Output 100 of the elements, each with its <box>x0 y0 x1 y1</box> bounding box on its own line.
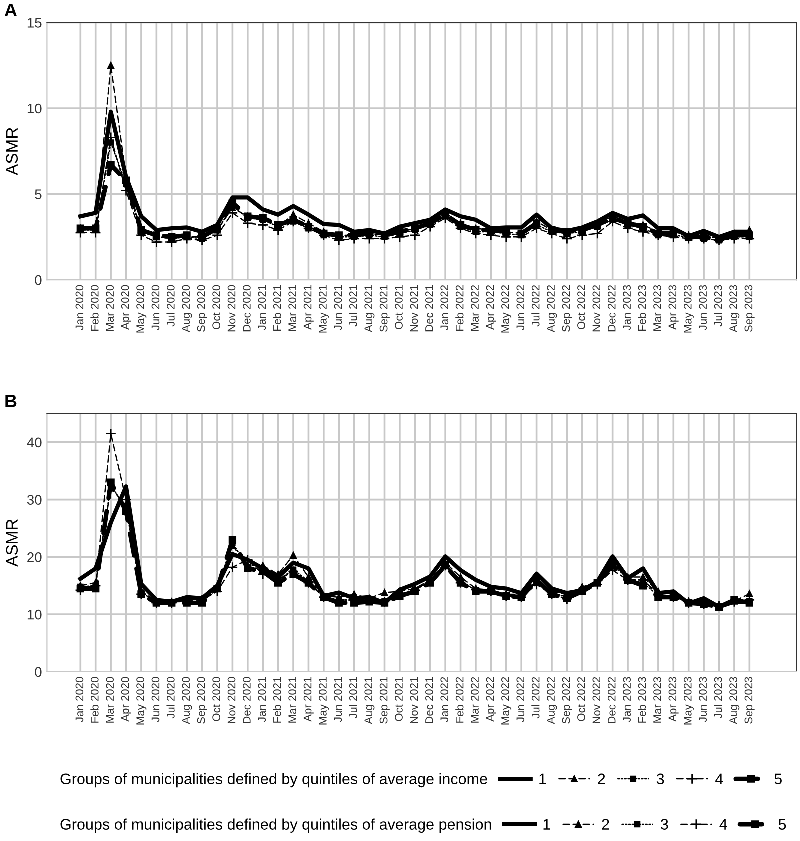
x-tick-label: Oct 2021 <box>395 285 403 330</box>
x-tick-label: Sep 2021 <box>380 285 390 332</box>
x-tick-label: Jul 2022 <box>532 677 540 719</box>
x-tick-label: Jan 2023 <box>623 677 632 722</box>
x-tick-label: Sep 2022 <box>562 677 572 724</box>
x-tick-label: Jan 2023 <box>623 285 632 330</box>
x-tick-label: Aug 2022 <box>547 677 558 724</box>
x-tick-label: Jun 2020 <box>152 285 160 330</box>
x-tick-label: May 2020 <box>136 677 147 725</box>
x-tick-label: Apr 2023 <box>668 285 679 330</box>
x-tick-label: Nov 2021 <box>410 677 418 724</box>
x-tick-label: Dec 2022 <box>608 285 616 332</box>
x-tick-label: Jul 2021 <box>349 285 358 327</box>
x-tick-label: Jul 2020 <box>166 285 175 327</box>
x-tick-label: Jun 2020 <box>152 677 160 722</box>
x-tick-label: Feb 2021 <box>273 677 282 723</box>
x-tick-label: Aug 2020 <box>182 677 192 724</box>
legend-label: 4 <box>716 774 724 784</box>
y-tick-label: 0 <box>35 275 42 286</box>
x-tick-label: Nov 2022 <box>592 285 601 332</box>
y-tick-label: 10 <box>28 104 42 114</box>
x-tick-label: Aug 2023 <box>730 677 740 724</box>
x-tick-label: Nov 2020 <box>228 677 236 724</box>
x-tick-label: May 2023 <box>684 285 694 333</box>
x-tick-label: Mar 2023 <box>654 677 662 723</box>
legend-label: 3 <box>656 774 664 785</box>
x-tick-label: Nov 2020 <box>228 285 236 332</box>
x-tick-label: Dec 2021 <box>425 677 434 724</box>
x-tick-label: Jul 2023 <box>714 677 722 719</box>
legend-label: 5 <box>774 774 782 785</box>
x-tick-label: Apr 2021 <box>304 677 314 722</box>
x-tick-label: Jul 2023 <box>714 285 722 327</box>
x-tick-label: Nov 2022 <box>592 677 601 724</box>
x-tick-label: Sep 2021 <box>380 677 390 724</box>
x-tick-label: Apr 2020 <box>121 285 132 330</box>
y-tick-label: 30 <box>27 495 42 506</box>
x-tick-label: Oct 2022 <box>578 285 586 330</box>
x-tick-label: Mar 2021 <box>288 285 296 331</box>
chart-title: A <box>4 4 18 16</box>
x-tick-label: May 2020 <box>136 285 147 333</box>
legend-label: 3 <box>661 819 668 830</box>
x-tick-label: Feb 2021 <box>273 285 282 331</box>
x-tick-label: Mar 2021 <box>288 677 296 723</box>
x-tick-label: Feb 2023 <box>638 285 646 331</box>
x-tick-label: Sep 2020 <box>197 677 208 724</box>
legend-label: 2 <box>598 774 606 784</box>
x-tick-label: Jul 2022 <box>532 285 540 327</box>
x-tick-label: Oct 2020 <box>212 677 220 722</box>
x-tick-label: Nov 2021 <box>410 285 418 332</box>
x-tick-label: Oct 2020 <box>212 285 220 330</box>
x-tick-label: Jan 2020 <box>76 285 84 330</box>
x-tick-label: May 2021 <box>319 285 330 333</box>
x-tick-label: Feb 2020 <box>90 677 99 723</box>
legend-label: 4 <box>720 819 728 830</box>
x-tick-label: Oct 2022 <box>578 677 586 722</box>
x-tick-label: Jan 2021 <box>258 677 266 722</box>
x-tick-label: Oct 2021 <box>395 677 403 722</box>
x-tick-label: Mar 2023 <box>654 285 662 331</box>
x-tick-label: Jul 2020 <box>166 677 175 719</box>
x-tick-label: Feb 2023 <box>638 677 646 723</box>
y-tick-label: 20 <box>28 552 42 562</box>
x-tick-label: Apr 2022 <box>486 285 496 330</box>
x-tick-label: May 2021 <box>319 677 330 725</box>
x-tick-label: Apr 2023 <box>668 677 679 722</box>
x-tick-label: Jul 2021 <box>349 677 358 719</box>
x-tick-label: Sep 2023 <box>744 285 755 332</box>
x-tick-label: Aug 2020 <box>182 285 192 332</box>
x-tick-label: Mar 2022 <box>471 285 479 331</box>
y-tick-label: 5 <box>35 190 42 200</box>
x-tick-label: Jan 2022 <box>440 677 449 722</box>
chart-title: B <box>6 395 17 408</box>
y-axis-title: ASMR <box>6 520 18 567</box>
x-tick-label: May 2022 <box>502 285 512 333</box>
y-axis-title: ASMR <box>6 128 18 176</box>
y-tick-label: 40 <box>27 438 42 448</box>
x-tick-label: Dec 2022 <box>608 677 616 724</box>
x-tick-label: Dec 2020 <box>243 677 251 724</box>
legend-label: 5 <box>778 819 786 830</box>
x-tick-label: May 2023 <box>684 677 694 725</box>
x-tick-label: Mar 2022 <box>471 677 479 723</box>
x-tick-label: Mar 2020 <box>106 285 114 331</box>
x-tick-label: Feb 2022 <box>456 285 464 331</box>
x-tick-label: Jun 2022 <box>516 285 525 330</box>
x-tick-label: Aug 2022 <box>547 285 558 332</box>
y-tick-label: 10 <box>28 610 42 620</box>
legend-label: 1 <box>540 774 546 784</box>
x-tick-label: Mar 2020 <box>106 677 114 723</box>
x-tick-label: Apr 2021 <box>304 285 314 330</box>
x-tick-label: Apr 2022 <box>486 677 496 722</box>
legend-title: Groups of municipalities defined by quintiles of average pension <box>60 818 492 833</box>
x-tick-label: Sep 2020 <box>197 285 208 332</box>
legend-label: 2 <box>602 819 610 830</box>
x-tick-label: Aug 2021 <box>364 677 375 724</box>
x-tick-label: Sep 2022 <box>562 285 572 332</box>
y-tick-label: 0 <box>35 667 42 678</box>
x-tick-label: Sep 2023 <box>744 677 755 724</box>
x-tick-label: May 2022 <box>502 677 512 725</box>
x-tick-label: Jun 2021 <box>334 285 342 330</box>
x-tick-label: Feb 2022 <box>456 677 464 723</box>
x-tick-label: Apr 2020 <box>121 677 132 722</box>
